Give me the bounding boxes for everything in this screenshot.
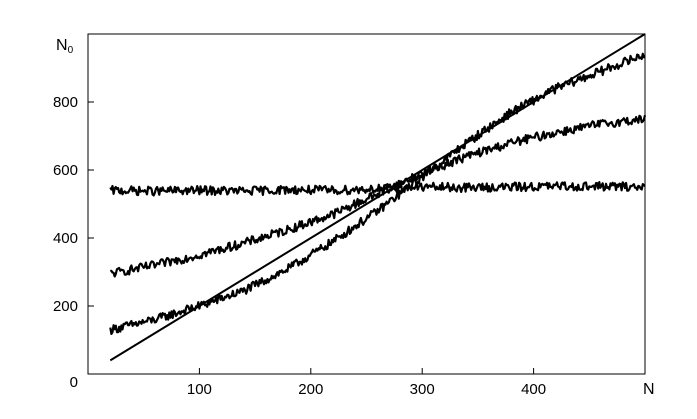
y-axis-ticks: 0 200 400 600 800 — [53, 94, 94, 391]
series-line-2 — [109, 52, 646, 335]
series-line-4 — [109, 181, 646, 197]
y-tick-label: 400 — [53, 230, 78, 247]
y-axis-title: N0 — [56, 37, 74, 56]
x-tick-label: 300 — [410, 381, 435, 398]
y-tick-label: 600 — [53, 162, 78, 179]
y-tick-label: 800 — [53, 94, 78, 111]
y-tick-label: 200 — [53, 298, 78, 315]
x-tick-label: 100 — [187, 381, 212, 398]
x-axis-ticks: 100 200 300 400 — [187, 368, 546, 398]
series-layer — [109, 33, 647, 362]
plot-frame — [87, 33, 646, 375]
x-axis-title: N — [643, 381, 655, 398]
series-line-3 — [110, 114, 647, 278]
x-tick-label: 400 — [521, 381, 546, 398]
x-tick-label: 200 — [298, 381, 323, 398]
y-tick-label: 0 — [70, 374, 78, 391]
